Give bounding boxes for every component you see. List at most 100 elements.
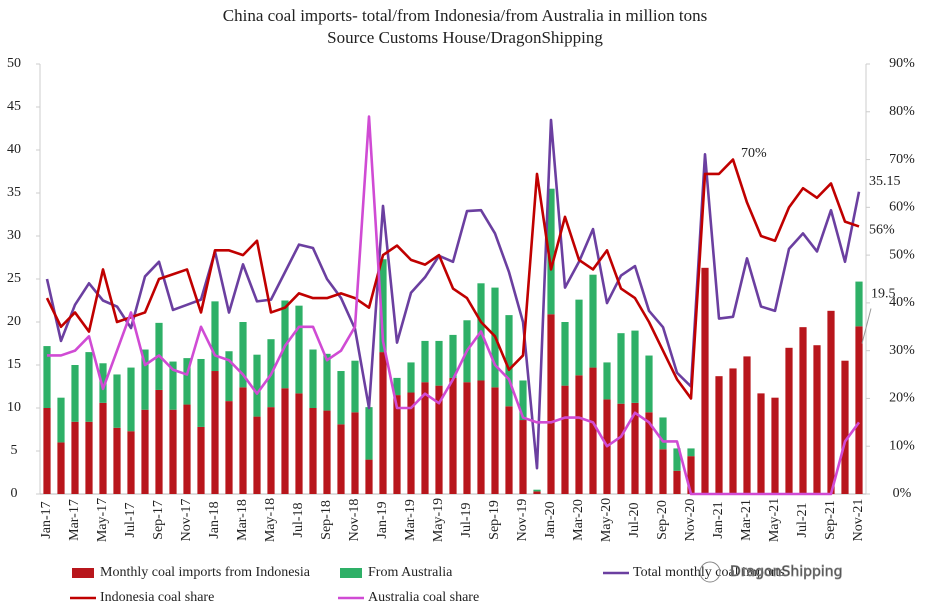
x-tick-label: Jan-20: [543, 501, 558, 538]
bar: [113, 427, 121, 494]
bar: [449, 334, 457, 378]
x-tick-label: May-18: [263, 498, 278, 542]
y-tick-label: 30: [7, 228, 21, 243]
label-leader: [861, 308, 872, 344]
bar: [393, 395, 401, 494]
y-tick-label: 0: [11, 486, 18, 501]
bar: [71, 421, 79, 494]
bar: [393, 377, 401, 396]
bar: [99, 402, 107, 494]
y2-tick-label: 70%: [889, 152, 915, 167]
bar: [85, 421, 93, 494]
x-tick-label: Sep-21: [823, 500, 838, 540]
bar: [855, 326, 863, 494]
bar: [365, 407, 373, 460]
bar: [505, 315, 513, 407]
y-tick-label: 50: [7, 56, 21, 71]
x-tick-label: May-21: [767, 498, 782, 542]
bar: [533, 491, 541, 494]
bar: [351, 360, 359, 413]
x-tick-label: Jan-17: [39, 501, 54, 538]
y2-tick-label: 20%: [889, 391, 915, 406]
x-tick-label: Jan-19: [375, 501, 390, 538]
x-tick-label: Nov-21: [851, 499, 866, 542]
x-tick-label: Jul-21: [795, 503, 810, 538]
bar: [365, 459, 373, 494]
bar: [827, 310, 835, 494]
chart-subtitle: Source Customs House/DragonShipping: [327, 28, 603, 47]
watermark-icon: [699, 561, 721, 583]
x-tick-label: Mar-20: [571, 499, 586, 541]
bar: [197, 426, 205, 494]
bar: [253, 416, 261, 494]
bar: [295, 393, 303, 494]
bar: [421, 340, 429, 383]
bar: [631, 330, 639, 403]
bar: [141, 409, 149, 494]
watermark: DragonShipping: [730, 564, 843, 580]
legend-label: Australia coal share: [368, 590, 479, 605]
bar: [211, 301, 219, 372]
y-tick-label: 40: [7, 142, 21, 157]
bar: [379, 352, 387, 494]
bar: [211, 371, 219, 494]
bar: [435, 385, 443, 494]
bar: [743, 356, 751, 494]
bar: [673, 448, 681, 471]
bar: [99, 363, 107, 403]
y2-tick-label: 90%: [889, 56, 915, 71]
bar: [449, 377, 457, 494]
bar: [715, 376, 723, 494]
x-tick-label: Mar-21: [739, 499, 754, 541]
bar: [519, 380, 527, 421]
y-tick-label: 10: [7, 400, 21, 415]
x-tick-label: Sep-20: [655, 500, 670, 540]
x-tick-label: May-20: [599, 498, 614, 542]
bar: [799, 327, 807, 494]
y-tick-label: 15: [7, 357, 21, 372]
bar: [323, 353, 331, 411]
bar: [505, 406, 513, 494]
x-tick-label: Mar-18: [235, 499, 250, 541]
y2-tick-label: 80%: [889, 104, 915, 119]
bar: [127, 367, 135, 432]
bar: [239, 322, 247, 388]
bar: [673, 470, 681, 494]
bar: [645, 355, 653, 413]
bar: [183, 404, 191, 494]
y-tick-label: 5: [11, 443, 18, 458]
y-tick-label: 45: [7, 99, 21, 114]
y-tick-label: 20: [7, 314, 21, 329]
bar: [43, 346, 51, 408]
bar: [113, 374, 121, 428]
chart-title: China coal imports- total/from Indonesia…: [223, 6, 707, 25]
bar: [589, 367, 597, 494]
legend-swatch: [340, 568, 362, 578]
bar: [155, 389, 163, 494]
bar: [267, 407, 275, 494]
bar: [603, 362, 611, 400]
x-tick-label: May-19: [431, 498, 446, 542]
y2-tick-label: 40%: [889, 295, 915, 310]
y-tick-label: 35: [7, 185, 21, 200]
x-tick-label: Jul-19: [459, 503, 474, 538]
data-label: 70%: [741, 146, 767, 161]
bar: [309, 349, 317, 408]
bar: [575, 299, 583, 376]
bar: [225, 351, 233, 402]
bar: [71, 365, 79, 422]
bar: [141, 349, 149, 410]
bar: [253, 354, 261, 417]
bar: [463, 382, 471, 494]
bar: [785, 347, 793, 494]
y2-tick-label: 10%: [889, 438, 915, 453]
legend-label: Indonesia coal share: [100, 590, 214, 605]
bar: [43, 408, 51, 494]
x-tick-label: Sep-17: [151, 500, 166, 540]
legend-label: From Australia: [368, 565, 453, 580]
x-tick-label: Jan-21: [711, 501, 726, 538]
bar: [659, 449, 667, 494]
bar: [533, 489, 541, 492]
bar: [477, 380, 485, 494]
bar: [183, 358, 191, 405]
